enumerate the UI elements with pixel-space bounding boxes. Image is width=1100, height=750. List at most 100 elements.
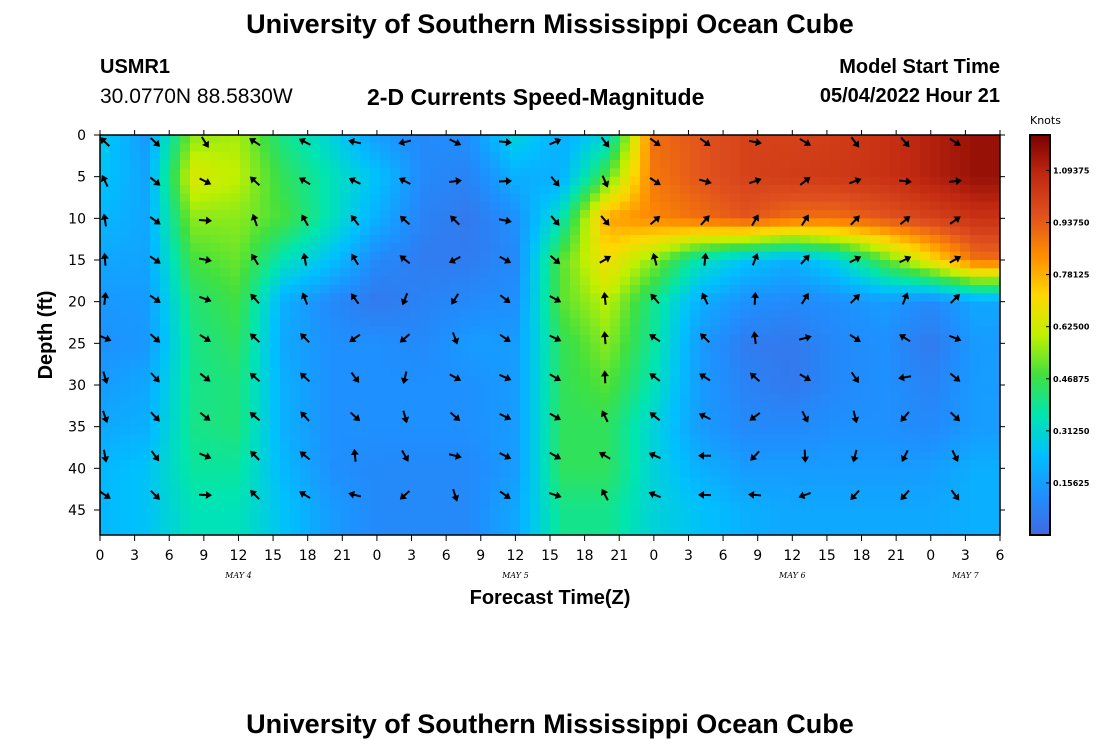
heatmap-cell xyxy=(390,226,401,236)
heatmap-cell xyxy=(730,376,741,386)
current-arrow xyxy=(649,137,661,147)
heatmap-cell xyxy=(560,318,571,328)
heatmap-cell xyxy=(400,143,411,153)
heatmap-cell xyxy=(960,460,971,469)
heatmap-cell xyxy=(950,476,961,486)
heatmap-cell xyxy=(710,501,721,511)
heatmap-cell xyxy=(440,426,451,436)
heatmap-cell xyxy=(680,160,691,169)
heatmap-cell xyxy=(280,476,291,486)
heatmap-cell xyxy=(930,460,941,469)
heatmap-cell xyxy=(970,501,981,511)
heatmap-cell xyxy=(520,210,531,219)
heatmap-cell xyxy=(750,351,761,361)
heatmap-cell xyxy=(610,426,621,436)
x-tick-label: 12 xyxy=(230,548,248,564)
heatmap-cell xyxy=(790,285,801,294)
heatmap-cell xyxy=(860,426,871,436)
heatmap-cell xyxy=(810,210,821,219)
heatmap-cell xyxy=(680,226,691,236)
heatmap-cell xyxy=(270,493,281,503)
heatmap-cell xyxy=(590,460,601,469)
heatmap-cell xyxy=(100,501,111,511)
heatmap-cell xyxy=(880,376,891,386)
heatmap-cell xyxy=(810,368,821,378)
heatmap-cell xyxy=(500,218,511,228)
heatmap-cell xyxy=(310,160,321,169)
heatmap-cell xyxy=(890,218,901,228)
heatmap-cell xyxy=(660,476,671,486)
heatmap-cell xyxy=(550,151,561,161)
heatmap-cell xyxy=(820,443,831,453)
heatmap-cell xyxy=(600,168,611,178)
heatmap-cell xyxy=(900,193,911,203)
heatmap-cell xyxy=(900,201,911,211)
heatmap-cell xyxy=(360,268,371,278)
heatmap-cell xyxy=(580,460,591,469)
heatmap-cell xyxy=(640,468,651,478)
heatmap-cell xyxy=(930,318,941,328)
heatmap-cell xyxy=(780,518,791,528)
heatmap-cell xyxy=(510,385,521,394)
heatmap-cell xyxy=(800,260,811,269)
heatmap-cell xyxy=(160,176,171,186)
heatmap-cell xyxy=(110,501,121,511)
heatmap-cell xyxy=(410,326,421,336)
heatmap-cell xyxy=(760,501,771,511)
heatmap-cell xyxy=(120,335,131,344)
heatmap-cell xyxy=(810,176,821,186)
heatmap-cell xyxy=(690,226,701,236)
heatmap-cell xyxy=(180,493,191,503)
heatmap-cell xyxy=(610,326,621,336)
heatmap-cell xyxy=(610,310,621,319)
heatmap-cell xyxy=(530,310,541,319)
heatmap-cell xyxy=(400,193,411,203)
heatmap-cell xyxy=(880,393,891,403)
heatmap-cell xyxy=(870,426,881,436)
heatmap-cell xyxy=(830,401,841,411)
heatmap-cell xyxy=(920,460,931,469)
heatmap-cell xyxy=(630,393,641,403)
heatmap-cell xyxy=(470,476,481,486)
heatmap-cell xyxy=(880,460,891,469)
heatmap-cell xyxy=(680,235,691,244)
heatmap-cell xyxy=(420,226,431,236)
heatmap-cell xyxy=(520,293,531,303)
heatmap-cell xyxy=(560,160,571,169)
heatmap-cell xyxy=(690,335,701,344)
heatmap-cell xyxy=(720,210,731,219)
x-tick-label: 18 xyxy=(299,548,317,564)
heatmap-cell xyxy=(260,435,271,444)
heatmap-cell xyxy=(370,268,381,278)
heatmap-cell xyxy=(150,210,161,219)
heatmap-cell xyxy=(930,435,941,444)
heatmap-cell xyxy=(870,235,881,244)
heatmap-cell xyxy=(520,385,531,394)
heatmap-cell xyxy=(560,510,571,519)
heatmap-cell xyxy=(610,160,621,169)
heatmap-cell xyxy=(280,143,291,153)
heatmap-cell xyxy=(490,201,501,211)
heatmap-cell xyxy=(910,410,921,419)
heatmap-cell xyxy=(130,385,141,394)
heatmap-cell xyxy=(730,176,741,186)
heatmap-cell xyxy=(760,218,771,228)
heatmap-cell xyxy=(100,468,111,478)
heatmap-cell xyxy=(690,210,701,219)
heatmap-cell xyxy=(730,210,741,219)
heatmap-cell xyxy=(610,201,621,211)
heatmap-cell xyxy=(540,143,551,153)
heatmap-cell xyxy=(560,293,571,303)
heatmap-cell xyxy=(270,410,281,419)
heatmap-cell xyxy=(870,351,881,361)
heatmap-cell xyxy=(480,460,491,469)
heatmap-cell xyxy=(210,226,221,236)
heatmap-cell xyxy=(820,476,831,486)
heatmap-cell xyxy=(510,343,521,353)
heatmap-cell xyxy=(710,526,721,535)
heatmap-cell xyxy=(200,510,211,519)
heatmap-cell xyxy=(310,501,321,511)
heatmap-cell xyxy=(650,168,661,178)
heatmap-cell xyxy=(230,168,241,178)
heatmap-cell xyxy=(870,343,881,353)
